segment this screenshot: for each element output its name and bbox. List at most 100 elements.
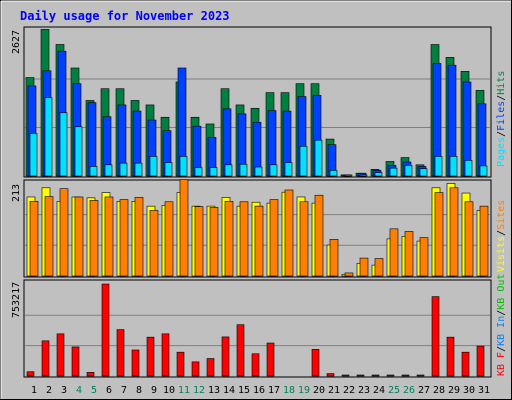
bar-pages-17 bbox=[270, 165, 277, 176]
x-tick-label: 11 bbox=[178, 385, 190, 396]
bar-sites-22 bbox=[345, 273, 353, 276]
x-tick-label: 22 bbox=[343, 385, 355, 396]
bar-pages-1 bbox=[30, 133, 37, 176]
bar-pages-14 bbox=[225, 165, 232, 176]
bar-sites-27 bbox=[420, 238, 428, 276]
x-tick-label: 5 bbox=[91, 385, 97, 396]
legend-text: Visits/Sites bbox=[496, 200, 507, 272]
bar-files-5 bbox=[88, 103, 96, 176]
bar-sites-1 bbox=[30, 201, 38, 276]
bar-sites-25 bbox=[390, 229, 398, 276]
bar-kbytes-17 bbox=[267, 343, 274, 376]
x-tick-label: 2 bbox=[46, 385, 52, 396]
x-tick-label: 19 bbox=[298, 385, 310, 396]
bar-pages-8 bbox=[135, 163, 142, 176]
bar-pages-7 bbox=[120, 163, 127, 176]
bar-kbytes-6 bbox=[102, 284, 109, 376]
bar-pages-25 bbox=[390, 168, 397, 176]
bar-kbytes-13 bbox=[207, 359, 214, 376]
bar-sites-23 bbox=[360, 258, 368, 276]
legend-text: KB F/KB In/KB Out bbox=[496, 274, 507, 376]
x-tick-label: 28 bbox=[433, 385, 445, 396]
bar-sites-9 bbox=[150, 211, 158, 276]
bar-sites-2 bbox=[45, 197, 53, 276]
bar-kbytes-16 bbox=[252, 354, 259, 376]
bar-sites-14 bbox=[225, 201, 233, 276]
x-tick-label: 6 bbox=[106, 385, 112, 396]
bar-sites-15 bbox=[240, 202, 248, 276]
x-tick-label: 18 bbox=[283, 385, 295, 396]
bar-kbytes-7 bbox=[117, 330, 124, 376]
legend-item: Files bbox=[496, 101, 507, 131]
bar-kbytes-26 bbox=[402, 375, 409, 376]
x-tick-label: 29 bbox=[448, 385, 460, 396]
bar-pages-4 bbox=[75, 127, 82, 176]
bar-kbytes-8 bbox=[132, 350, 139, 376]
bar-pages-21 bbox=[330, 170, 337, 176]
bar-pages-24 bbox=[375, 173, 382, 176]
bar-pages-23 bbox=[360, 175, 367, 176]
legend-item: KB In bbox=[496, 316, 507, 346]
bar-sites-28 bbox=[435, 193, 443, 276]
bar-pages-10 bbox=[165, 163, 172, 176]
x-tick-label: 21 bbox=[328, 385, 340, 396]
ymax-label: 213 bbox=[11, 184, 22, 202]
x-tick-label: 9 bbox=[151, 385, 157, 396]
bar-pages-18 bbox=[285, 163, 292, 176]
bar-pages-27 bbox=[420, 169, 427, 176]
bar-pages-5 bbox=[90, 166, 97, 176]
x-tick-label: 20 bbox=[313, 385, 325, 396]
ymax-label: 753217 bbox=[11, 282, 22, 318]
bar-sites-4 bbox=[75, 197, 83, 276]
x-tick-label: 30 bbox=[463, 385, 475, 396]
x-tick-label: 3 bbox=[61, 385, 67, 396]
bar-pages-13 bbox=[210, 168, 217, 176]
bar-pages-12 bbox=[195, 168, 202, 176]
bar-kbytes-15 bbox=[237, 325, 244, 376]
panel-visits-sites: 213 Visits/Sites bbox=[11, 180, 507, 277]
x-tick-label: 25 bbox=[388, 385, 400, 396]
bar-kbytes-22 bbox=[342, 375, 349, 376]
bar-sites-26 bbox=[405, 231, 413, 276]
bar-files-31 bbox=[478, 104, 486, 176]
x-tick-label: 10 bbox=[163, 385, 175, 396]
bar-kbytes-2 bbox=[42, 341, 49, 376]
bar-pages-6 bbox=[105, 165, 112, 176]
bar-sites-5 bbox=[90, 200, 98, 276]
panel-hits-files-pages: 2627 Pages/Files/Hits bbox=[11, 27, 507, 177]
bar-pages-30 bbox=[465, 160, 472, 176]
bar-kbytes-31 bbox=[477, 346, 484, 376]
bar-sites-6 bbox=[105, 197, 113, 276]
bar-kbytes-27 bbox=[417, 375, 424, 376]
x-tick-label: 14 bbox=[223, 385, 235, 396]
bar-sites-17 bbox=[270, 200, 278, 276]
bar-pages-9 bbox=[150, 156, 157, 176]
ymax-label: 2627 bbox=[11, 30, 22, 54]
bar-sites-24 bbox=[375, 259, 383, 276]
bar-kbytes-5 bbox=[87, 372, 94, 376]
bar-pages-2 bbox=[45, 98, 52, 176]
bar-sites-3 bbox=[60, 189, 68, 276]
x-tick-label: 24 bbox=[373, 385, 385, 396]
bar-pages-26 bbox=[405, 165, 412, 176]
bar-kbytes-9 bbox=[147, 337, 154, 376]
bar-kbytes-29 bbox=[447, 337, 454, 376]
bar-pages-20 bbox=[315, 140, 322, 176]
x-tick-label: 27 bbox=[418, 385, 430, 396]
x-tick-label: 8 bbox=[136, 385, 142, 396]
bar-kbytes-12 bbox=[192, 362, 199, 376]
x-tick-label: 26 bbox=[403, 385, 415, 396]
bar-kbytes-24 bbox=[372, 375, 379, 376]
bar-sites-20 bbox=[315, 195, 323, 276]
x-tick-label: 15 bbox=[238, 385, 250, 396]
bar-sites-16 bbox=[255, 206, 263, 276]
legend-item: KB Out bbox=[496, 274, 507, 310]
x-tick-label: 12 bbox=[193, 385, 205, 396]
x-tick-label: 17 bbox=[268, 385, 280, 396]
x-tick-label: 7 bbox=[121, 385, 127, 396]
bar-kbytes-21 bbox=[327, 374, 334, 376]
x-tick-label: 1 bbox=[31, 385, 37, 396]
bar-pages-11 bbox=[180, 156, 187, 176]
bar-sites-13 bbox=[210, 207, 218, 276]
x-tick-label: 31 bbox=[478, 385, 490, 396]
